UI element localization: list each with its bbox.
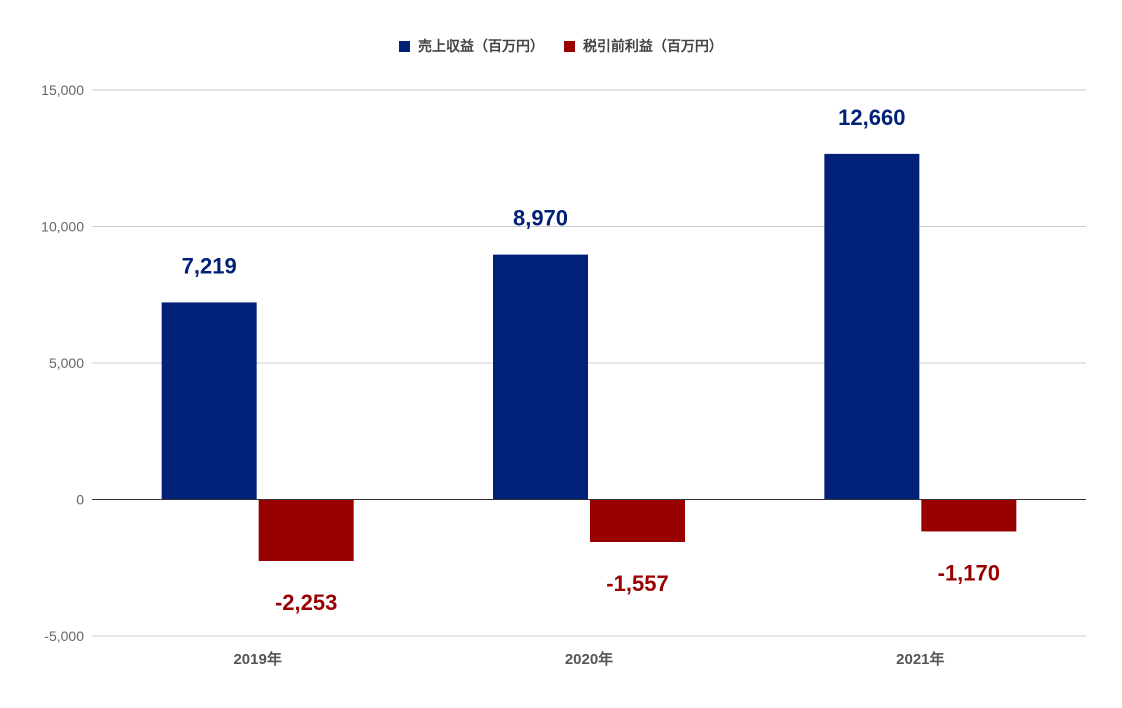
y-tick-label: 10,000 (41, 219, 84, 235)
legend-item-revenue: 売上収益（百万円） (399, 36, 544, 56)
x-tick-label: 2021年 (896, 650, 944, 668)
bar-revenue (161, 302, 257, 500)
legend: 売上収益（百万円） 税引前利益（百万円） (0, 36, 1122, 56)
data-label-pretax-profit: -1,170 (938, 560, 1000, 585)
legend-label-pretax-profit: 税引前利益（百万円） (582, 38, 723, 54)
y-tick-label: 15,000 (41, 82, 84, 98)
x-tick-label: 2020年 (565, 650, 613, 668)
data-label-revenue: 12,660 (838, 105, 905, 130)
bar-pretax-profit (921, 499, 1017, 532)
data-label-pretax-profit: -2,253 (275, 590, 337, 615)
legend-item-pretax-profit: 税引前利益（百万円） (563, 36, 723, 56)
bar-revenue (824, 153, 920, 500)
x-tick-label: 2019年 (233, 650, 281, 668)
legend-label-revenue: 売上収益（百万円） (418, 38, 545, 54)
legend-swatch-revenue (399, 40, 411, 52)
data-label-revenue: 8,970 (513, 206, 568, 231)
bar-revenue (493, 254, 588, 500)
legend-swatch-pretax-profit (563, 40, 575, 52)
y-tick-label: -5,000 (44, 628, 84, 644)
data-label-revenue: 7,219 (182, 253, 237, 278)
bar-pretax-profit (590, 499, 685, 543)
data-label-pretax-profit: -1,557 (606, 571, 668, 596)
y-tick-label: 0 (76, 492, 84, 508)
y-tick-label: 5,000 (49, 355, 84, 371)
bar-pretax-profit (258, 499, 354, 562)
